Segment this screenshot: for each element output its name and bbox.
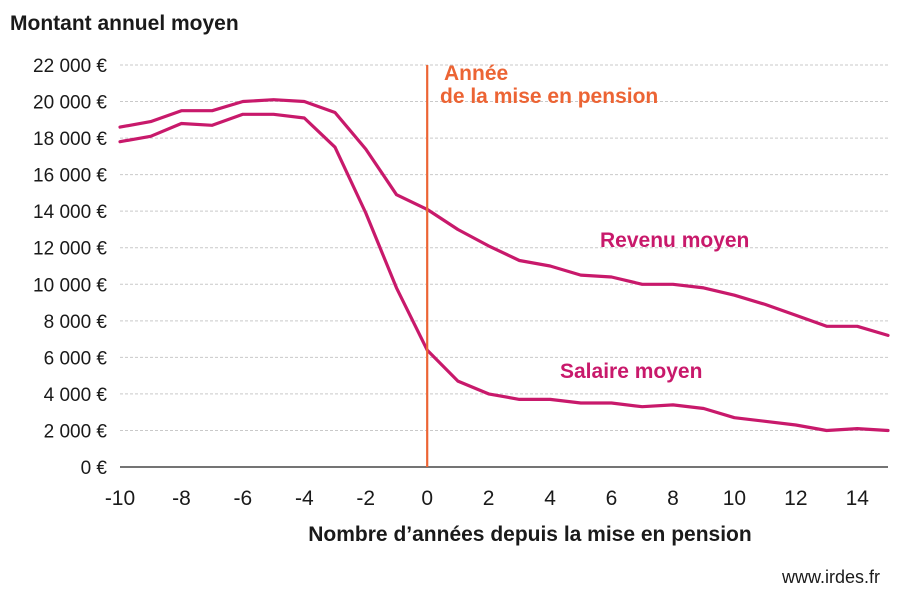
retirement-year-label-line2: de la mise en pension	[440, 85, 658, 108]
x-tick-label: -2	[356, 487, 375, 510]
y-tick-label: 14 000 €	[33, 202, 107, 223]
y-tick-label: 16 000 €	[33, 166, 107, 187]
y-tick-label: 10 000 €	[33, 275, 107, 296]
y-tick-label: 18 000 €	[33, 129, 107, 150]
y-tick-label: 6 000 €	[44, 348, 108, 369]
x-tick-label: 14	[846, 487, 870, 510]
retirement-year-label-line1: Année	[444, 62, 508, 85]
x-tick-label: 8	[667, 487, 679, 510]
x-tick-labels: -10 -8 -6 -4 -2 0 2 4 6 8 10 12 14	[105, 487, 869, 510]
y-tick-label: 20 000 €	[33, 93, 107, 114]
series-label-salaire-moyen: Salaire moyen	[560, 360, 702, 383]
y-tick-label: 22 000 €	[33, 56, 107, 77]
x-tick-label: -4	[295, 487, 314, 510]
series-lines	[118, 98, 890, 433]
x-tick-label: 2	[483, 487, 495, 510]
x-tick-label: 10	[723, 487, 746, 510]
x-tick-label: -6	[234, 487, 253, 510]
x-tick-label: 12	[784, 487, 807, 510]
y-tick-label: 0 €	[81, 458, 108, 479]
x-tick-label: 4	[544, 487, 556, 510]
gridlines	[120, 64, 888, 468]
x-tick-label: 6	[606, 487, 618, 510]
source-credit: www.irdes.fr	[781, 567, 880, 587]
y-tick-labels: 0 € 2 000 € 4 000 € 6 000 € 8 000 € 10 000 € 1…	[33, 56, 107, 479]
series-line-salaire-moyen	[118, 112, 890, 433]
x-tick-label: 0	[421, 487, 433, 510]
y-tick-label: 12 000 €	[33, 239, 107, 260]
y-tick-label: 4 000 €	[44, 385, 108, 406]
y-tick-label: 2 000 €	[44, 421, 108, 442]
y-axis-title: Montant annuel moyen	[10, 12, 239, 35]
series-label-revenu-moyen: Revenu moyen	[600, 229, 749, 252]
series-line-revenu-moyen	[118, 98, 890, 337]
y-tick-label: 8 000 €	[44, 312, 108, 333]
x-tick-label: -10	[105, 487, 135, 510]
x-axis-title: Nombre d’années depuis la mise en pensio…	[308, 523, 751, 546]
x-tick-label: -8	[172, 487, 191, 510]
